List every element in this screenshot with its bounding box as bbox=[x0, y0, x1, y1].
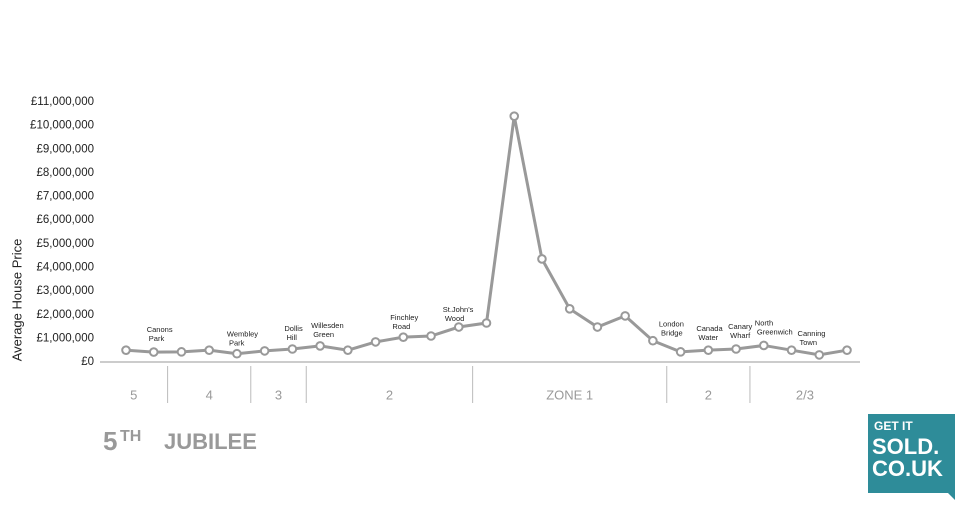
label-line: St.John's bbox=[443, 305, 474, 314]
label-line: Green bbox=[311, 330, 334, 339]
line-number: 5 bbox=[103, 426, 117, 456]
point bbox=[232, 348, 242, 359]
logo-text: CO.UK bbox=[872, 456, 943, 481]
logo: GET IT SOLD. CO.UK bbox=[868, 414, 955, 500]
zone-label: 3 bbox=[275, 387, 282, 402]
point-label: Canons Park bbox=[147, 325, 173, 343]
point bbox=[814, 350, 825, 360]
label-line: Canary bbox=[728, 322, 752, 331]
label-line: Canning bbox=[798, 329, 826, 338]
label-line: Wembley bbox=[227, 330, 258, 339]
point bbox=[481, 318, 492, 328]
label-line: Bridge bbox=[659, 329, 683, 338]
zone-label: 2 bbox=[705, 387, 712, 402]
y-tick-label: £8,000,000 bbox=[36, 167, 94, 179]
point bbox=[564, 304, 575, 314]
zone-label: 5 bbox=[130, 387, 137, 402]
y-tick-label: £9,000,000 bbox=[36, 143, 94, 155]
point bbox=[703, 345, 714, 355]
point-label: North Greenwich bbox=[755, 318, 793, 336]
label-line: Road bbox=[390, 322, 410, 331]
zone-label: 2/3 bbox=[796, 387, 814, 402]
point bbox=[148, 347, 159, 357]
point bbox=[315, 341, 325, 351]
label-line: Finchley bbox=[390, 313, 418, 322]
point bbox=[842, 345, 852, 355]
line-name: JUBILEE bbox=[164, 429, 257, 454]
point bbox=[537, 254, 547, 264]
point bbox=[204, 345, 214, 355]
label-line: Willesden bbox=[311, 321, 344, 330]
point bbox=[620, 311, 630, 321]
point bbox=[453, 322, 464, 332]
point-label: London Bridge bbox=[659, 320, 684, 338]
point-label: Dollis Hill bbox=[284, 324, 303, 342]
zone-label: 4 bbox=[206, 387, 213, 402]
point-label: Canary Wharf bbox=[728, 322, 752, 340]
y-tick-label: £4,000,000 bbox=[36, 261, 94, 273]
point-label: Canning Town bbox=[798, 329, 826, 347]
y-tick-label: £2,000,000 bbox=[36, 309, 94, 321]
y-tick-label: £5,000,000 bbox=[36, 238, 94, 250]
y-tick-label: £10,000,000 bbox=[30, 120, 94, 132]
point-label: Finchley Road bbox=[390, 313, 418, 331]
zone-label: 2 bbox=[386, 387, 393, 402]
label-line: Wharf bbox=[728, 331, 751, 340]
y-tick-label: £11,000,000 bbox=[31, 96, 94, 108]
y-tick-label: £6,000,000 bbox=[36, 214, 94, 226]
label-line: Water bbox=[696, 333, 718, 342]
label-line: Park bbox=[147, 334, 165, 343]
point bbox=[370, 337, 381, 347]
point bbox=[121, 345, 131, 355]
label-line: Town bbox=[798, 338, 817, 347]
y-tick-label: £3,000,000 bbox=[36, 285, 94, 297]
label-line: Hill bbox=[284, 333, 297, 342]
label-line: North bbox=[755, 318, 773, 327]
y-tick-label: £7,000,000 bbox=[36, 191, 94, 203]
point-label: Wembley Park bbox=[227, 330, 258, 348]
point bbox=[759, 340, 769, 351]
point bbox=[398, 332, 409, 342]
y-tick-label: £1,000,000 bbox=[36, 332, 94, 344]
point bbox=[287, 344, 298, 354]
point bbox=[259, 346, 270, 356]
point bbox=[648, 335, 658, 346]
point bbox=[343, 345, 353, 355]
label-line: Greenwich bbox=[755, 327, 793, 336]
point-label: Canada Water bbox=[696, 324, 723, 342]
y-tick-label: £0 bbox=[81, 356, 94, 368]
label-line: Dollis bbox=[284, 324, 303, 333]
logo-text: GET IT bbox=[874, 419, 913, 433]
y-axis-label: Average House Price bbox=[9, 239, 24, 362]
label-line: Canons bbox=[147, 325, 173, 334]
point bbox=[675, 347, 686, 357]
label-line: Wood bbox=[443, 314, 465, 323]
label-line: London bbox=[659, 320, 684, 329]
point bbox=[426, 331, 436, 341]
zone-label: ZONE 1 bbox=[546, 387, 593, 402]
point-label: St.John's Wood bbox=[443, 305, 474, 323]
point bbox=[731, 344, 741, 354]
label-line: Canada bbox=[696, 324, 723, 333]
point-label: Willesden Green bbox=[311, 321, 344, 339]
line-suffix: TH bbox=[120, 428, 141, 445]
label-line: Park bbox=[227, 339, 245, 348]
logo-text: SOLD. bbox=[872, 434, 939, 459]
point bbox=[509, 111, 520, 121]
point bbox=[786, 345, 797, 355]
point bbox=[176, 347, 187, 357]
logo-box bbox=[868, 414, 955, 500]
point bbox=[592, 322, 603, 332]
